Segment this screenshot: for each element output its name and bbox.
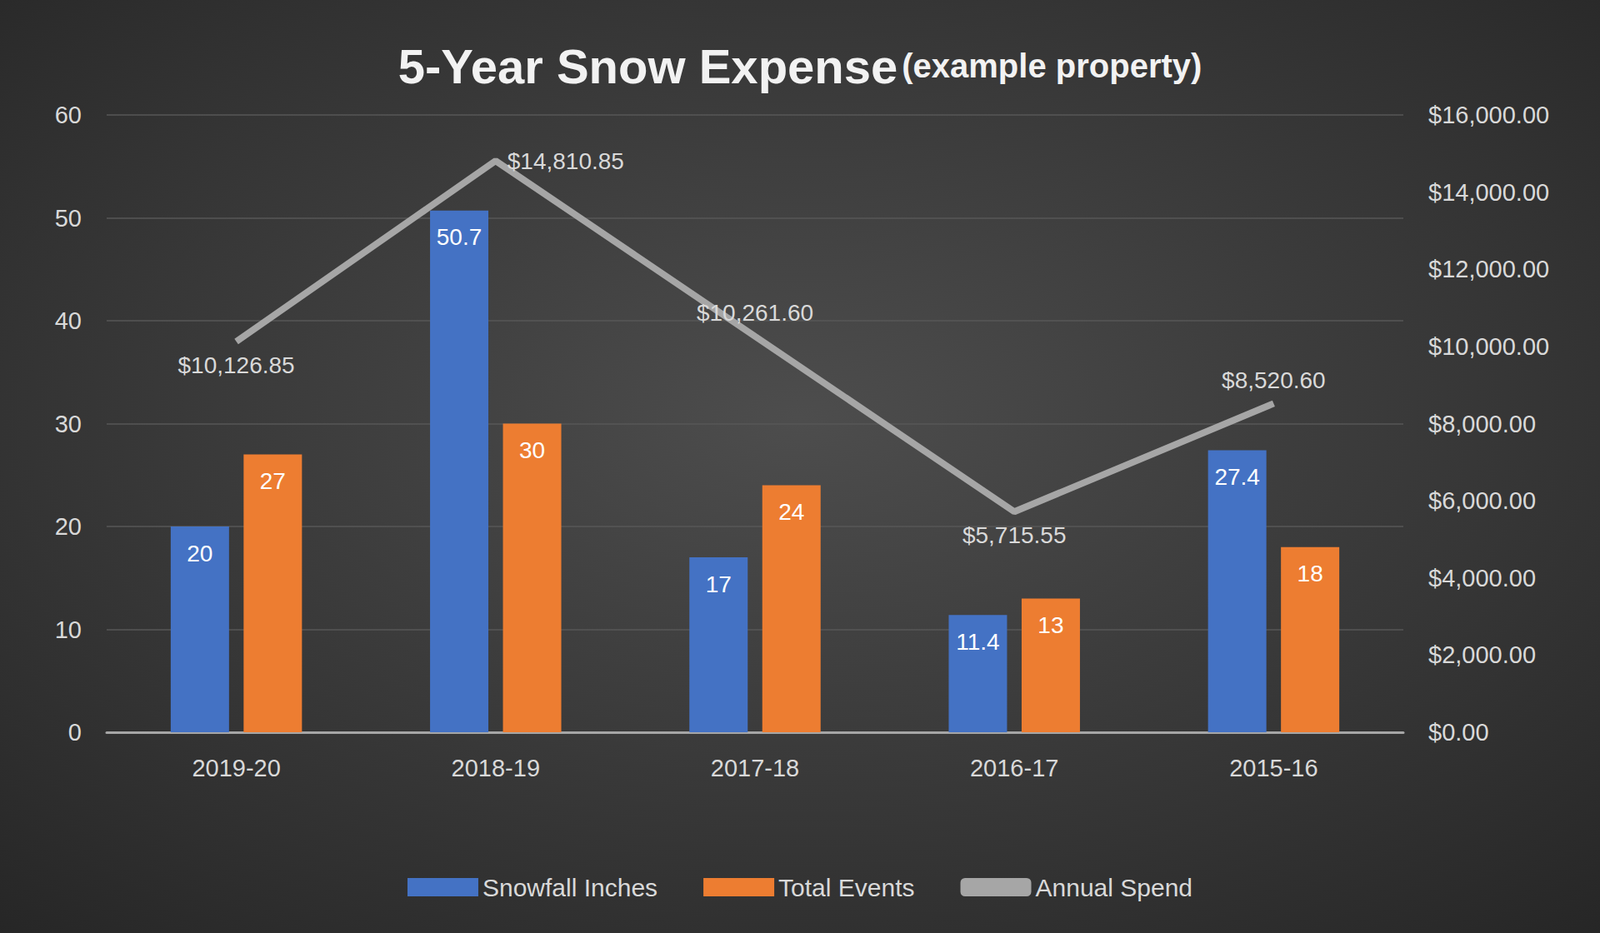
svg-text:40: 40 [55,307,82,335]
svg-text:$2,000.00: $2,000.00 [1428,641,1536,669]
svg-text:0: 0 [68,719,82,746]
svg-text:24: 24 [778,499,805,525]
svg-text:Annual Spend: Annual Spend [1035,874,1194,902]
svg-text:27.4: 27.4 [1214,464,1260,490]
svg-text:60: 60 [55,101,82,129]
svg-text:2016-17: 2016-17 [970,755,1059,782]
svg-text:20: 20 [55,513,82,540]
svg-text:$16,000.00: $16,000.00 [1428,101,1550,129]
svg-text:$14,000.00: $14,000.00 [1428,179,1550,206]
svg-text:17: 17 [705,571,732,598]
svg-text:2018-19: 2018-19 [451,755,540,782]
svg-text:30: 30 [55,410,82,438]
svg-text:2019-20: 2019-20 [191,755,280,782]
svg-text:$5,715.55: $5,715.55 [962,522,1067,549]
svg-text:50: 50 [55,205,82,232]
svg-text:11.4: 11.4 [955,629,1000,655]
svg-text:2017-18: 2017-18 [710,755,800,782]
svg-text:$8,000.00: $8,000.00 [1428,410,1536,438]
svg-text:$10,000.00: $10,000.00 [1428,333,1550,360]
svg-text:30: 30 [519,437,545,464]
svg-text:$8,520.60: $8,520.60 [1221,367,1326,394]
svg-text:2015-16: 2015-16 [1229,755,1318,782]
svg-text:20: 20 [186,540,213,567]
svg-text:50.7: 50.7 [436,224,483,250]
svg-text:$4,000.00: $4,000.00 [1428,565,1536,592]
svg-text:5-Year Snow Expense: 5-Year Snow Expense [398,39,899,94]
svg-text:(example property): (example property) [901,47,1202,85]
svg-text:$6,000.00: $6,000.00 [1428,487,1536,515]
svg-text:$10,126.85: $10,126.85 [178,352,295,379]
svg-text:10: 10 [55,616,82,644]
svg-text:Total Events: Total Events [778,874,915,902]
svg-text:27: 27 [260,468,286,495]
svg-text:18: 18 [1297,560,1324,587]
svg-text:13: 13 [1037,612,1064,639]
svg-text:Snowfall Inches: Snowfall Inches [482,874,658,902]
svg-text:$14,810.85: $14,810.85 [507,148,625,175]
svg-text:$10,261.60: $10,261.60 [696,300,814,326]
svg-text:$12,000.00: $12,000.00 [1428,255,1550,283]
svg-text:$0.00: $0.00 [1428,719,1490,746]
